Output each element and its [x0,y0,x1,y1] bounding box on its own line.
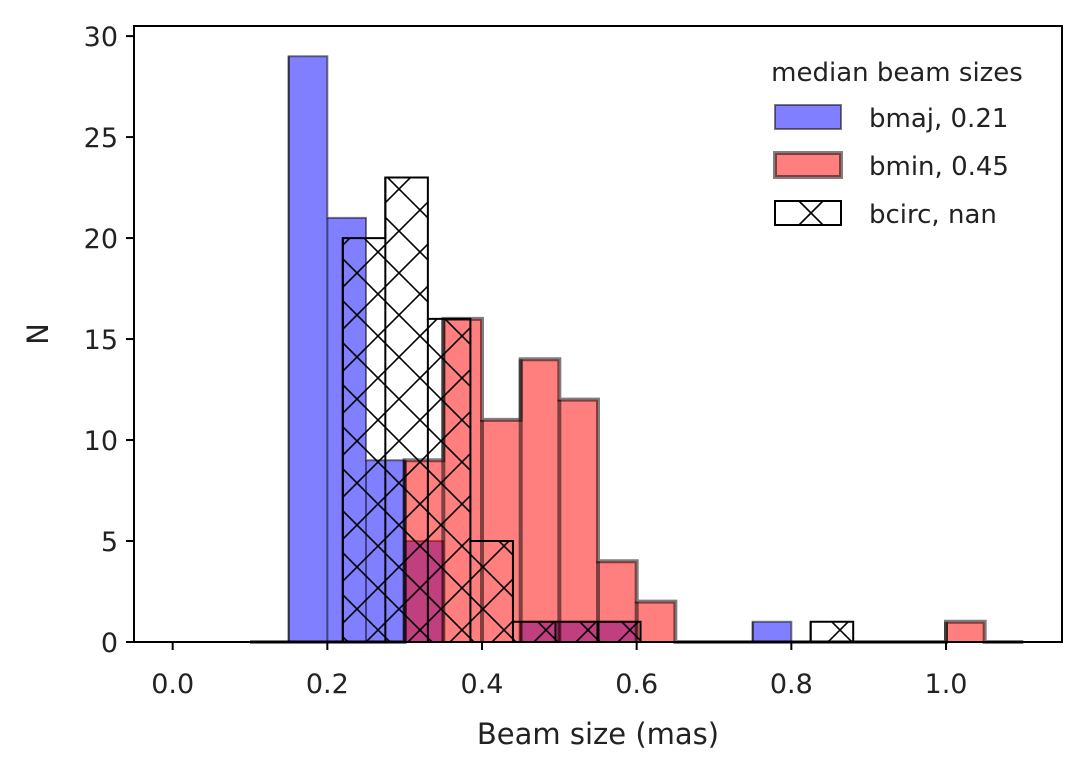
y-tick-label: 5 [101,527,118,558]
bar-bmaj-1 [288,56,328,642]
x-tick-label: 0.0 [151,669,194,700]
bar-bcirc-6 [598,621,641,642]
y-tick-label: 0 [101,628,118,659]
legend-swatch-bmin [773,151,843,179]
x-tick-label: 0.8 [770,669,813,700]
x-tick-label: 1.0 [925,669,968,700]
plot-frame [133,25,1063,643]
y-tick-label: 10 [84,426,118,457]
bar-bcirc-1 [385,177,428,642]
y-tick-label: 30 [84,22,118,53]
bar-bmin-8 [559,399,598,642]
legend-label-bmaj: bmaj, 0.21 [869,104,1008,134]
legend-swatch-bmaj [774,104,842,130]
legend-label-bmin: bmin, 0.45 [869,152,1009,182]
y-tick-label: 25 [84,123,118,154]
x-tick-label: 0.4 [461,669,504,700]
x-axis-ticks: 0.0 0.2 0.4 0.6 0.8 1.0 [151,642,967,700]
legend: median beam sizes bmaj, 0.21 bmin, 0.45 … [771,58,1023,230]
legend-swatch-bcirc [774,200,842,226]
bar-bcirc-5 [555,621,598,642]
x-tick-label: 0.6 [615,669,658,700]
bar-bmaj-13 [752,621,792,642]
bar-bmin-7 [520,359,560,642]
bar-bmin-18 [946,621,985,642]
y-axis-label: N [21,323,55,345]
bar-bcirc-0 [342,238,386,643]
legend-swatch-bcirc-hatch [798,200,824,226]
bar-bcirc-11 [810,621,854,642]
y-axis-ticks: 0 5 10 15 20 25 30 [84,22,134,659]
bar-bmin-10 [636,601,676,642]
legend-title: median beam sizes [771,58,1023,88]
x-axis-label: Beam size (mas) [477,717,719,751]
legend-label-bcirc: bcirc, nan [869,200,997,230]
bar-bcirc-4 [512,621,556,642]
series-bcirc-bars [341,176,855,643]
bar-bcirc-3 [470,541,513,642]
y-tick-label: 20 [84,224,118,255]
bar-bcirc-2 [427,318,471,642]
y-tick-label: 15 [84,325,118,356]
x-tick-label: 0.2 [306,669,349,700]
